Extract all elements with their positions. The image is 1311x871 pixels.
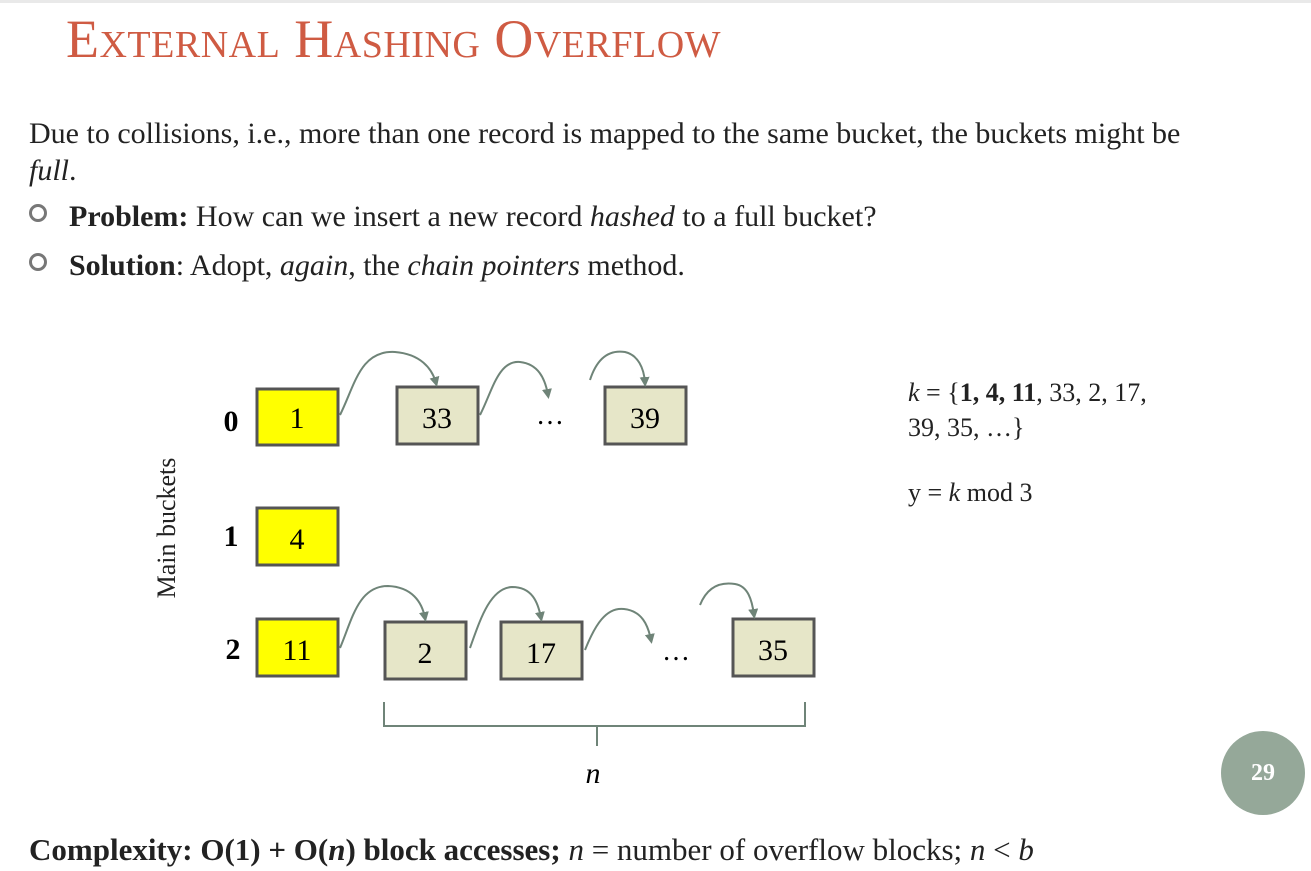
chain-arrow-2-1	[339, 584, 429, 649]
key-eq: = {	[919, 378, 960, 407]
complexity-lt: <	[985, 832, 1019, 867]
overflow-brace	[383, 702, 806, 727]
chain-arrow-2-2	[469, 585, 545, 649]
main-buckets-label: Main buckets	[152, 458, 181, 599]
intro-paragraph: Due to collisions, i.e., more than one r…	[29, 115, 1229, 189]
overflow-block-33: 33	[395, 385, 480, 446]
hash-var: k	[948, 478, 961, 507]
complexity-n2: n	[969, 832, 986, 867]
bullet-solution-label: Solution	[69, 249, 176, 282]
row2-ellipsis: …	[662, 636, 690, 667]
key-bold: 1, 4, 11	[959, 378, 1037, 407]
chain-arrow-0-1	[339, 350, 440, 416]
complexity-b: b	[1018, 832, 1034, 867]
main-bucket-0-value: 1	[290, 402, 305, 435]
intro-text: Due to collisions, i.e., more than one r…	[29, 117, 1181, 150]
intro-end: .	[69, 154, 77, 187]
complexity-label2: ) block accesses;	[345, 832, 561, 867]
complexity-label: Complexity: O(1) + O(	[29, 832, 329, 867]
overflow-block-39-value: 39	[630, 402, 660, 435]
hash-post: mod 3	[960, 478, 1033, 507]
bucket-index-0: 0	[224, 405, 239, 438]
bullet-problem: Problem: How can we insert a new record …	[29, 200, 877, 234]
overflow-block-33-value: 33	[422, 402, 452, 435]
bullet-circle-icon	[29, 204, 47, 222]
bucket-index-1: 1	[224, 520, 239, 553]
page-number-badge: 29	[1221, 731, 1305, 815]
overflow-block-35-value: 35	[758, 634, 788, 667]
main-bucket-0: 1	[255, 387, 340, 447]
complexity-n1: n	[568, 832, 584, 867]
row0-ellipsis: …	[536, 400, 564, 431]
bullet-problem-end: to a full bucket?	[674, 200, 877, 233]
complexity-statement: Complexity: O(1) + O(n) block accesses; …	[29, 832, 1034, 868]
bullet-solution-end: method.	[579, 249, 685, 282]
overflow-block-2-value: 2	[418, 637, 433, 670]
slide-title: External Hashing Overflow	[66, 9, 721, 69]
complexity-mid: = number of overflow blocks;	[583, 832, 970, 867]
intro-emphasis: full	[29, 154, 70, 187]
main-bucket-2: 11	[255, 617, 340, 678]
main-bucket-1: 4	[255, 506, 340, 567]
bullet-problem-emphasis: hashed	[589, 200, 675, 233]
chain-arrow-2-4	[699, 582, 759, 619]
key-rest: , 33, 2, 17,	[1036, 378, 1147, 407]
bullet-solution-text2: , the	[348, 249, 408, 282]
bucket-index-2: 2	[226, 633, 241, 666]
overflow-block-2: 2	[383, 620, 468, 681]
bullet-solution-emphasis: again	[279, 249, 349, 282]
complexity-n: n	[328, 832, 346, 867]
overflow-block-39: 39	[603, 385, 688, 446]
overflow-block-17-value: 17	[526, 637, 556, 670]
bullet-problem-label: Problem:	[69, 200, 189, 233]
overflow-block-17: 17	[499, 620, 584, 681]
bullet-circle-icon	[29, 253, 47, 271]
main-bucket-1-value: 4	[290, 523, 305, 556]
bullet-solution: Solution: Adopt, again, the chain pointe…	[29, 249, 685, 283]
overflow-block-35: 35	[731, 617, 816, 678]
brace-label-n: n	[586, 757, 601, 790]
chain-arrow-2-3	[584, 607, 655, 651]
hash-function: y = k mod 3	[908, 478, 1032, 508]
top-divider	[0, 0, 1311, 3]
key-set-line2: 39, 35, …}	[908, 413, 1025, 442]
chain-arrow-0-2	[479, 360, 552, 416]
bullet-solution-text: : Adopt,	[175, 249, 280, 282]
bullet-solution-emphasis2: chain pointers	[407, 249, 580, 282]
key-var: k	[908, 378, 920, 407]
key-set: k = {1, 4, 11, 33, 2, 17,	[908, 378, 1147, 408]
bullet-problem-text: How can we insert a new record	[188, 200, 590, 233]
chain-arrow-0-3	[589, 350, 650, 387]
hash-pre: y =	[908, 478, 949, 507]
main-bucket-2-value: 11	[283, 634, 312, 667]
